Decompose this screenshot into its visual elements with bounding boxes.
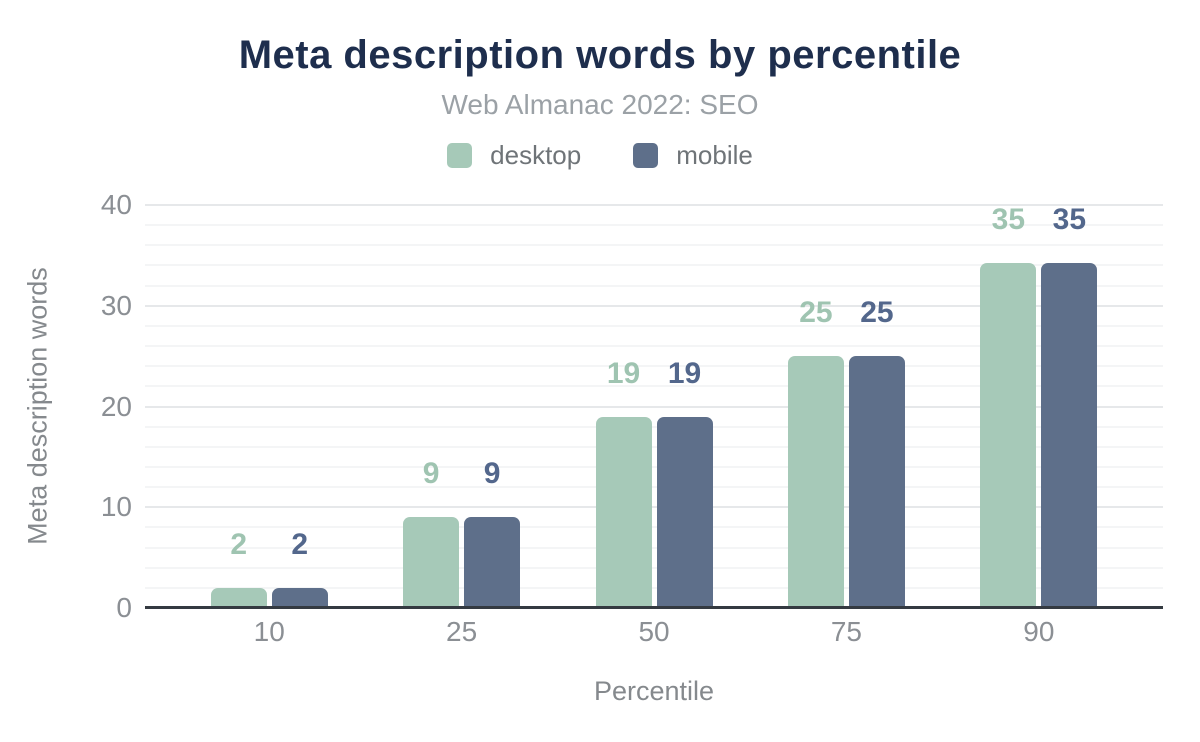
major-gridline-30 xyxy=(145,304,1163,307)
y-tick-label-10: 10 xyxy=(100,491,132,523)
y-tick-label-40: 40 xyxy=(100,189,132,220)
y-tick-label-20: 20 xyxy=(100,390,132,422)
minor-gridline-28 xyxy=(145,324,1163,327)
bar-col-mobile-p50: 19 xyxy=(656,205,713,608)
legend-swatch-desktop xyxy=(447,143,473,168)
y-tick-label-0: 0 xyxy=(116,592,132,623)
bar-groups: 2 2 9 9 19 19 25 25 35 35 xyxy=(145,205,1163,608)
value-label-desktop-p25: 9 xyxy=(422,457,440,491)
x-axis-title: Percentile xyxy=(593,676,715,706)
value-label-mobile-p10: 2 xyxy=(291,527,309,561)
bar-col-mobile-p75: 25 xyxy=(848,205,905,608)
y-axis-title: Meta description words xyxy=(22,267,53,545)
major-gridline-10 xyxy=(145,506,1163,509)
bar-col-desktop-p90: 35 xyxy=(980,203,1037,608)
minor-gridline-24 xyxy=(145,365,1163,368)
bar-desktop-p50[interactable] xyxy=(595,416,652,608)
minor-gridline-8 xyxy=(145,526,1163,529)
minor-gridline-32 xyxy=(145,284,1163,287)
x-tick-label-50: 50 xyxy=(638,616,670,647)
bar-col-desktop-p50: 19 xyxy=(595,205,652,608)
value-label-mobile-p75: 25 xyxy=(860,296,894,330)
minor-gridline-26 xyxy=(145,345,1163,348)
x-tick-label-75: 75 xyxy=(830,616,862,647)
value-label-mobile-p25: 9 xyxy=(483,457,501,491)
major-gridline-40 xyxy=(145,204,1163,206)
bar-desktop-p90[interactable] xyxy=(980,263,1037,608)
bar-col-desktop-p10: 2 xyxy=(210,205,267,608)
minor-gridline-14 xyxy=(145,465,1163,468)
legend: desktop mobile xyxy=(0,140,1200,171)
legend-label-desktop: desktop xyxy=(490,140,582,170)
bar-desktop-p10[interactable] xyxy=(210,587,267,608)
bar-desktop-p25[interactable] xyxy=(403,517,460,608)
plot-area: 2 2 9 9 19 19 25 25 35 35 xyxy=(145,204,1163,609)
value-label-desktop-p50: 19 xyxy=(606,356,641,390)
legend-item-mobile[interactable]: mobile xyxy=(633,140,753,171)
value-label-desktop-p10: 2 xyxy=(230,527,248,561)
minor-gridline-36 xyxy=(145,244,1163,247)
bar-mobile-p50[interactable] xyxy=(656,416,713,608)
minor-gridline-34 xyxy=(145,264,1163,267)
x-tick-label-90: 90 xyxy=(1023,616,1055,647)
major-gridline-20 xyxy=(145,405,1163,408)
legend-item-desktop[interactable]: desktop xyxy=(447,140,581,171)
minor-gridline-6 xyxy=(145,546,1163,549)
bar-mobile-p90[interactable] xyxy=(1041,263,1098,608)
bar-col-desktop-p75: 25 xyxy=(787,205,844,608)
x-axis-line xyxy=(145,606,1163,609)
minor-gridline-18 xyxy=(145,425,1163,428)
bar-col-desktop-p25: 9 xyxy=(403,205,460,608)
chart-subtitle: Web Almanac 2022: SEO xyxy=(441,89,759,120)
value-label-mobile-p90: 35 xyxy=(1052,203,1087,236)
minor-gridline-4 xyxy=(145,566,1163,569)
minor-gridline-38 xyxy=(145,224,1163,227)
bar-mobile-p75[interactable] xyxy=(848,356,905,608)
x-tick-labels: 10 25 50 75 90 xyxy=(145,616,1163,648)
bar-group-p75: 25 25 xyxy=(750,205,942,608)
minor-gridline-22 xyxy=(145,385,1163,388)
legend-label-mobile: mobile xyxy=(676,140,753,170)
legend-swatch-mobile xyxy=(633,143,659,168)
x-tick-label-25: 25 xyxy=(446,616,478,647)
bar-col-mobile-p25: 9 xyxy=(464,205,521,608)
bar-col-mobile-p90: 35 xyxy=(1041,203,1098,608)
minor-gridline-12 xyxy=(145,486,1163,489)
y-tick-label-30: 30 xyxy=(100,289,132,321)
bar-desktop-p75[interactable] xyxy=(787,356,844,608)
minor-gridline-16 xyxy=(145,445,1163,448)
value-label-desktop-p75: 25 xyxy=(799,296,833,330)
value-label-mobile-p50: 19 xyxy=(667,356,702,390)
bar-mobile-p25[interactable] xyxy=(464,517,521,608)
bar-mobile-p10[interactable] xyxy=(271,587,328,608)
x-tick-label-10: 10 xyxy=(253,616,285,647)
bar-col-mobile-p10: 2 xyxy=(271,205,328,608)
value-label-desktop-p90: 35 xyxy=(991,203,1026,236)
chart-title: Meta description words by percentile xyxy=(238,33,962,77)
minor-gridline-2 xyxy=(145,586,1163,589)
bar-group-p50: 19 19 xyxy=(558,205,750,608)
bar-group-p90: 35 35 xyxy=(943,205,1135,608)
